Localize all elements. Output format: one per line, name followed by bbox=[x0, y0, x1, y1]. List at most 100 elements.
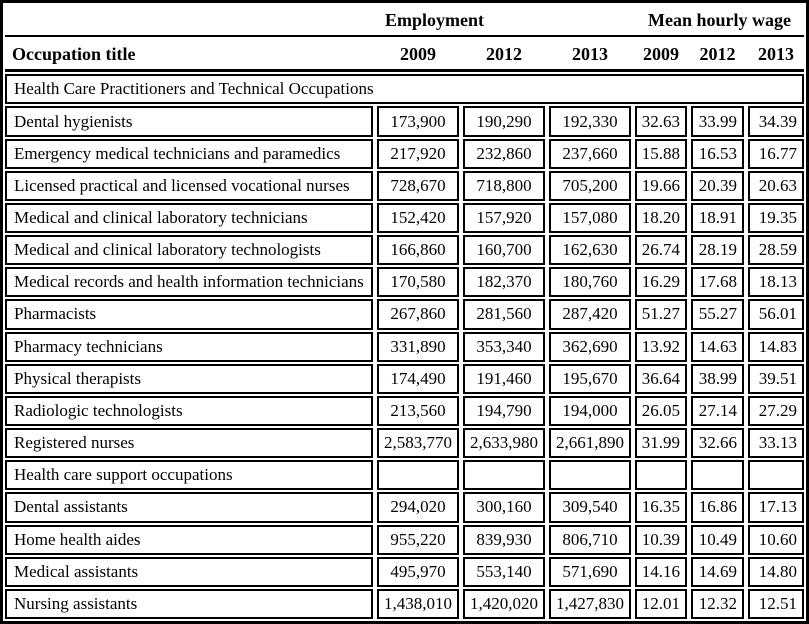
employment-value-cell: 571,690 bbox=[549, 556, 631, 587]
occupation-cell: Emergency medical technicians and parame… bbox=[5, 138, 373, 169]
occupation-cell: Registered nurses bbox=[5, 428, 373, 459]
wage-value-cell: 14.80 bbox=[748, 556, 804, 587]
employment-value-cell: 173,900 bbox=[377, 106, 459, 137]
table-header-groups: Employment Mean hourly wage bbox=[5, 5, 804, 38]
data-row: Dental hygienists 173,900 190,290 192,330 32… bbox=[5, 106, 804, 137]
data-row: Physical therapists 174,490 191,460 195,670… bbox=[5, 363, 804, 394]
employment-value-cell: 194,790 bbox=[463, 395, 545, 427]
employment-value-cell: 331,890 bbox=[377, 331, 459, 362]
wage-value-cell: 10.60 bbox=[748, 524, 804, 555]
wage-value-cell: 33.99 bbox=[691, 106, 744, 137]
wage-value-cell: 20.39 bbox=[691, 170, 744, 201]
section-row: Health Care Practitioners and Technical … bbox=[5, 74, 804, 105]
employment-value-cell: 152,420 bbox=[377, 202, 459, 234]
employment-value-cell: 217,920 bbox=[377, 138, 459, 169]
wage-value-cell: 10.49 bbox=[691, 524, 744, 555]
wage-value-cell: 14.69 bbox=[691, 556, 744, 587]
employment-value-cell: 166,860 bbox=[377, 235, 459, 266]
wage-value-cell: 12.32 bbox=[691, 588, 744, 619]
occupation-cell: Dental assistants bbox=[5, 492, 373, 523]
occupation-cell: Medical and clinical laboratory technolo… bbox=[5, 235, 373, 266]
wage-value-cell: 17.68 bbox=[691, 267, 744, 298]
employment-value-cell: 2,633,980 bbox=[463, 428, 545, 459]
occupation-cell: Pharmacy technicians bbox=[5, 331, 373, 362]
wage-value-cell: 32.63 bbox=[635, 106, 687, 137]
employment-value-cell: 195,670 bbox=[549, 363, 631, 394]
employment-value-cell: 353,340 bbox=[463, 331, 545, 362]
employment-value-cell: 718,800 bbox=[463, 170, 545, 201]
employment-value-cell: 157,080 bbox=[549, 202, 631, 234]
employment-value-cell: 362,690 bbox=[549, 331, 631, 362]
occupation-cell: Pharmacists bbox=[5, 299, 373, 330]
wage-value-cell: 13.92 bbox=[635, 331, 687, 362]
data-row: Nursing assistants 1,438,010 1,420,020 1,42… bbox=[5, 588, 804, 619]
wage-value-cell: 16.29 bbox=[635, 267, 687, 298]
wage-value-cell: 20.63 bbox=[748, 170, 804, 201]
employment-value-cell: 553,140 bbox=[463, 556, 545, 587]
employment-value-cell: 213,560 bbox=[377, 395, 459, 427]
wage-value-cell: 28.19 bbox=[691, 235, 744, 266]
empty-cell bbox=[635, 460, 687, 491]
occupation-cell: Medical and clinical laboratory technici… bbox=[5, 202, 373, 234]
occupation-cell: Home health aides bbox=[5, 524, 373, 555]
employment-value-cell: 1,438,010 bbox=[377, 588, 459, 619]
data-row: Dental assistants 294,020 300,160 309,540 16… bbox=[5, 492, 804, 523]
employment-value-cell: 839,930 bbox=[463, 524, 545, 555]
occupation-cell: Medical records and health information t… bbox=[5, 267, 373, 298]
employment-value-cell: 705,200 bbox=[549, 170, 631, 201]
wage-value-cell: 12.01 bbox=[635, 588, 687, 619]
wage-value-cell: 10.39 bbox=[635, 524, 687, 555]
data-row: Pharmacists 267,860 281,560 287,420 51.27 55.… bbox=[5, 299, 804, 330]
data-row: Emergency medical technicians and parame… bbox=[5, 138, 804, 169]
wage-value-cell: 27.29 bbox=[748, 395, 804, 427]
wage-value-cell: 16.53 bbox=[691, 138, 744, 169]
employment-value-cell: 194,000 bbox=[549, 395, 631, 427]
wage-value-cell: 17.13 bbox=[748, 492, 804, 523]
wage-value-cell: 26.05 bbox=[635, 395, 687, 427]
wage-value-cell: 51.27 bbox=[635, 299, 687, 330]
employment-value-cell: 162,630 bbox=[549, 235, 631, 266]
wage-value-cell: 26.74 bbox=[635, 235, 687, 266]
wage-value-cell: 19.35 bbox=[748, 202, 804, 234]
wage-value-cell: 16.77 bbox=[748, 138, 804, 169]
employment-value-cell: 190,290 bbox=[463, 106, 545, 137]
data-row: Home health aides 955,220 839,930 806,710 10… bbox=[5, 524, 804, 555]
wage-value-cell: 15.88 bbox=[635, 138, 687, 169]
wage-value-cell: 14.63 bbox=[691, 331, 744, 362]
wage-value-cell: 14.16 bbox=[635, 556, 687, 587]
employment-value-cell: 281,560 bbox=[463, 299, 545, 330]
employment-value-cell: 2,661,890 bbox=[549, 428, 631, 459]
wage-value-cell: 19.66 bbox=[635, 170, 687, 201]
employment-value-cell: 191,460 bbox=[463, 363, 545, 394]
employment-value-cell: 160,700 bbox=[463, 235, 545, 266]
employment-value-cell: 2,583,770 bbox=[377, 428, 459, 459]
employment-value-cell: 192,330 bbox=[549, 106, 631, 137]
employment-value-cell: 287,420 bbox=[549, 299, 631, 330]
empty-cell bbox=[463, 460, 545, 491]
data-row: Medical and clinical laboratory technolo… bbox=[5, 235, 804, 266]
occupation-cell: Medical assistants bbox=[5, 556, 373, 587]
year-header-cell: 2009 bbox=[635, 39, 687, 70]
employment-value-cell: 955,220 bbox=[377, 524, 459, 555]
employment-value-cell: 182,370 bbox=[463, 267, 545, 298]
section-row: Health care support occupations bbox=[5, 460, 804, 491]
employment-value-cell: 1,420,020 bbox=[463, 588, 545, 619]
wage-value-cell: 18.91 bbox=[691, 202, 744, 234]
data-row: Medical records and health information t… bbox=[5, 267, 804, 298]
employment-value-cell: 1,427,830 bbox=[549, 588, 631, 619]
mean-hourly-wage-group-header: Mean hourly wage bbox=[635, 5, 804, 36]
data-row: Licensed practical and licensed vocation… bbox=[5, 170, 804, 201]
wage-value-cell: 14.83 bbox=[748, 331, 804, 362]
empty-cell bbox=[691, 460, 744, 491]
wage-value-cell: 28.59 bbox=[748, 235, 804, 266]
data-row: Radiologic technologists 213,560 194,790 19… bbox=[5, 395, 804, 427]
year-header-cell: 2009 bbox=[377, 39, 459, 70]
wage-value-cell: 16.86 bbox=[691, 492, 744, 523]
wage-value-cell: 12.51 bbox=[748, 588, 804, 619]
occupation-cell: Radiologic technologists bbox=[5, 395, 373, 427]
occupation-cell: Licensed practical and licensed vocation… bbox=[5, 170, 373, 201]
wage-value-cell: 32.66 bbox=[691, 428, 744, 459]
data-row: Medical assistants 495,970 553,140 571,690 1… bbox=[5, 556, 804, 587]
section-title-cell: Health care support occupations bbox=[5, 460, 373, 491]
